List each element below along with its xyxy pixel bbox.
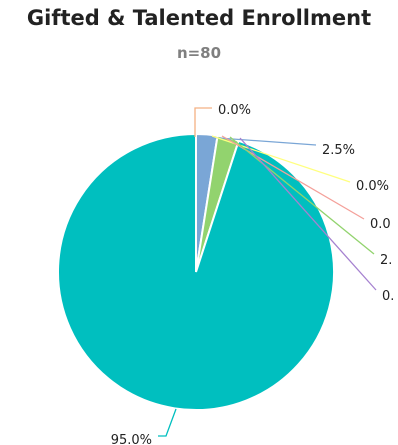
data-label-3: 0.0 <box>370 217 391 232</box>
data-label-4: 2. <box>380 253 392 268</box>
chart-title: Gifted & Talented Enrollment <box>26 6 372 30</box>
leader-line-4 <box>229 136 375 255</box>
leader-line-5 <box>239 137 377 291</box>
leader-line-6 <box>158 408 177 437</box>
data-label-5: 0. <box>382 289 394 304</box>
data-label-6: 95.0% <box>111 433 152 445</box>
data-label-1: 2.5% <box>322 143 355 158</box>
data-label-2: 0.0% <box>356 179 389 194</box>
leader-line-1 <box>204 136 317 146</box>
data-label-0: 0.0% <box>218 103 251 118</box>
pie-slice-6 <box>57 132 335 411</box>
chart-subtitle: n=80 <box>176 44 222 62</box>
leader-line-0 <box>194 107 212 137</box>
